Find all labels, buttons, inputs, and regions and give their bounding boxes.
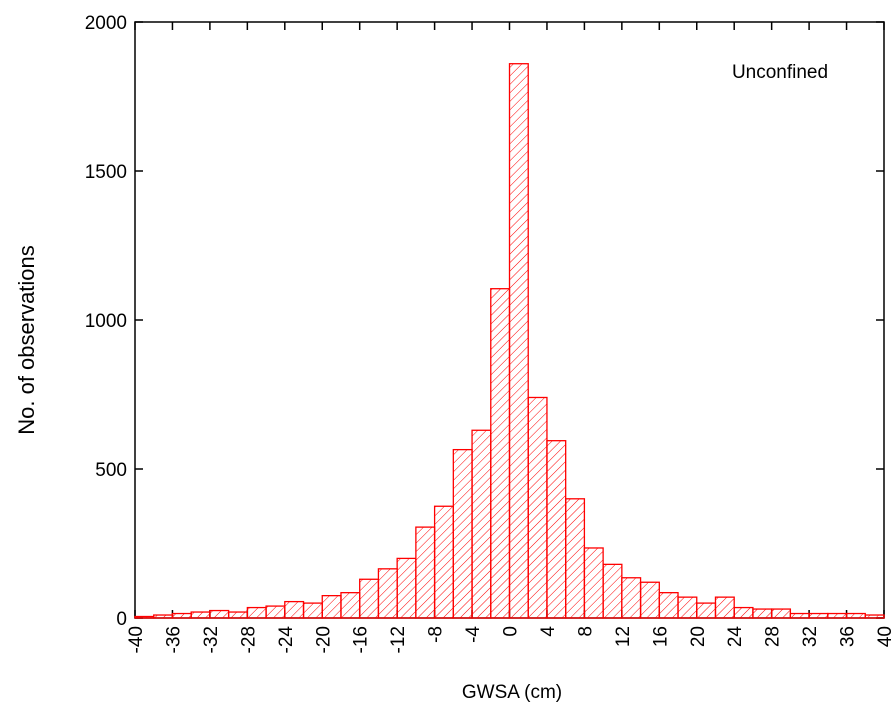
y-tick-label: 1500	[85, 162, 127, 183]
bar	[546, 440, 567, 619]
bar	[771, 608, 792, 619]
x-tick-label: -40	[126, 626, 147, 653]
bar	[302, 602, 323, 619]
bar	[377, 568, 398, 619]
y-axis-label: No. of observations	[14, 245, 39, 435]
bar	[714, 596, 735, 619]
x-axis-label: GWSA (cm)	[462, 682, 562, 703]
bar	[490, 288, 511, 619]
x-tick-label: 28	[763, 626, 784, 647]
x-tick-label: 0	[501, 626, 522, 637]
x-tick-label: 24	[725, 626, 746, 648]
y-tick-label: 2000	[85, 13, 127, 34]
x-tick-label: 20	[688, 626, 709, 647]
bar	[733, 606, 754, 619]
y-tick-label: 0	[116, 609, 127, 630]
bar	[396, 557, 417, 619]
bar	[864, 614, 885, 619]
bar	[340, 592, 361, 619]
bar	[471, 429, 492, 619]
y-tick-label: 1000	[85, 311, 127, 332]
bar	[696, 602, 717, 619]
annotation: Unconfined	[732, 62, 828, 83]
bar	[452, 448, 473, 619]
bar	[658, 592, 679, 619]
bar	[845, 612, 866, 619]
bar	[602, 563, 623, 619]
bar	[621, 577, 642, 619]
bar	[359, 578, 380, 619]
bar	[639, 581, 660, 619]
x-tick-label: -24	[276, 626, 297, 654]
bar	[209, 609, 230, 619]
bar	[153, 614, 174, 619]
x-tick-label: 32	[800, 626, 821, 647]
y-tick-label: 500	[95, 460, 127, 481]
x-tick-label: 16	[650, 626, 671, 647]
x-tick-label: -4	[463, 626, 484, 643]
bar	[190, 611, 211, 619]
bar	[808, 612, 829, 619]
x-tick-label: -28	[238, 626, 259, 653]
bar	[508, 63, 529, 619]
bar	[227, 611, 249, 619]
bar	[583, 547, 604, 619]
x-tick-label: 8	[575, 626, 596, 637]
x-tick-label: -20	[313, 626, 334, 653]
bar	[677, 596, 698, 619]
x-tick-label: 4	[538, 626, 559, 637]
bar	[415, 526, 436, 619]
bar	[265, 605, 286, 619]
bar	[171, 612, 192, 619]
bar	[789, 612, 810, 619]
bar	[134, 615, 155, 619]
x-tick-label: -16	[351, 626, 372, 653]
bar	[284, 600, 305, 619]
x-tick-label: -8	[426, 626, 447, 643]
bar	[527, 396, 548, 619]
x-tick-label: 36	[838, 626, 859, 647]
bar	[246, 606, 267, 619]
bar	[321, 595, 342, 619]
bar	[752, 608, 773, 619]
bar	[827, 612, 848, 619]
x-tick-label: 40	[875, 626, 893, 647]
x-tick-label: -12	[388, 626, 409, 653]
bar	[565, 498, 586, 619]
x-tick-label: -36	[163, 626, 184, 653]
x-tick-label: -32	[201, 626, 222, 653]
x-tick-label: 12	[613, 626, 634, 647]
bar	[433, 505, 454, 619]
